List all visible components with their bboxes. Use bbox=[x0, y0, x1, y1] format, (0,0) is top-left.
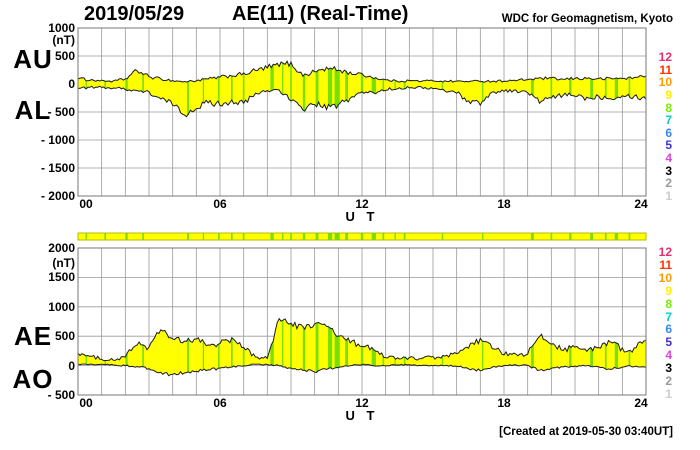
y-tick-label-top: - 1000 bbox=[40, 133, 75, 147]
top-panel-unit-label: (nT) bbox=[52, 33, 75, 47]
legend-station-count-3: 3 bbox=[665, 361, 672, 376]
legend-station-count-12: 12 bbox=[658, 245, 672, 259]
legend-station-count-12: 12 bbox=[658, 50, 672, 64]
legend-station-count-3: 3 bbox=[665, 163, 672, 178]
bottom-panel-unit-label: (nT) bbox=[52, 256, 75, 270]
y-tick-label-bottom: 2000 bbox=[48, 241, 75, 255]
legend-station-count-8: 8 bbox=[665, 296, 672, 311]
legend-station-count-5: 5 bbox=[665, 138, 672, 153]
legend-station-count-4: 4 bbox=[665, 348, 672, 363]
series-label-ae: AE bbox=[13, 321, 53, 351]
y-tick-label-bottom: - 500 bbox=[47, 388, 75, 402]
x-tick-label-top: 12 bbox=[355, 197, 369, 211]
legend-station-count-1: 1 bbox=[665, 189, 672, 203]
y-tick-label-top: - 1500 bbox=[40, 161, 75, 175]
data-source-credit: WDC for Geomagnetism, Kyoto bbox=[501, 13, 673, 25]
x-tick-label-bottom: 00 bbox=[79, 396, 93, 410]
legend-station-count-4: 4 bbox=[665, 151, 672, 166]
x-tick-label-top: 00 bbox=[79, 197, 93, 211]
series-label-au: AU bbox=[13, 44, 53, 74]
legend-station-count-6: 6 bbox=[665, 125, 672, 140]
y-tick-label-top: - 2000 bbox=[40, 189, 75, 203]
plot-date: 2019/05/29 bbox=[84, 3, 185, 25]
legend-station-count-2: 2 bbox=[665, 176, 672, 191]
top-panel-x-axis-title: U T bbox=[345, 209, 379, 224]
y-tick-label-top: - 500 bbox=[47, 105, 75, 119]
legend-station-count-7: 7 bbox=[665, 309, 672, 324]
x-tick-label-bottom: 24 bbox=[634, 396, 648, 410]
created-timestamp: [Created at 2019-05-30 03:40UT] bbox=[499, 426, 673, 438]
x-tick-label-bottom: 12 bbox=[355, 396, 369, 410]
legend-station-count-10: 10 bbox=[658, 270, 672, 285]
y-tick-label-top: 0 bbox=[68, 77, 75, 91]
legend-station-count-7: 7 bbox=[665, 113, 672, 128]
legend-station-count-8: 8 bbox=[665, 100, 672, 115]
series-label-al: AL bbox=[14, 95, 52, 125]
x-tick-label-bottom: 18 bbox=[497, 396, 511, 410]
legend-station-count-10: 10 bbox=[658, 75, 672, 90]
x-tick-label-top: 06 bbox=[213, 197, 227, 211]
legend-station-count-6: 6 bbox=[665, 322, 672, 337]
legend-station-count-11: 11 bbox=[659, 257, 672, 272]
y-tick-label-top: 1000 bbox=[48, 21, 75, 35]
legend-station-count-11: 11 bbox=[659, 62, 672, 77]
legend-station-count-2: 2 bbox=[665, 374, 672, 389]
y-tick-label-bottom: 1000 bbox=[48, 299, 75, 314]
x-tick-label-top: 24 bbox=[634, 197, 648, 211]
series-label-ao: AO bbox=[12, 364, 54, 394]
legend-station-count-1: 1 bbox=[665, 387, 672, 401]
page-title: AE(11) (Real-Time) bbox=[232, 3, 409, 25]
y-tick-label-bottom: 500 bbox=[54, 329, 75, 344]
legend-station-count-9: 9 bbox=[665, 87, 672, 102]
x-tick-label-bottom: 06 bbox=[213, 396, 227, 410]
y-tick-label-bottom: 1500 bbox=[48, 270, 75, 285]
legend-station-count-5: 5 bbox=[665, 335, 672, 350]
y-tick-label-top: 500 bbox=[54, 49, 75, 63]
legend-station-count-9: 9 bbox=[665, 283, 672, 298]
x-tick-label-top: 18 bbox=[497, 197, 511, 211]
bottom-panel-x-axis-title: U T bbox=[345, 408, 379, 423]
y-tick-label-bottom: 0 bbox=[68, 358, 75, 373]
